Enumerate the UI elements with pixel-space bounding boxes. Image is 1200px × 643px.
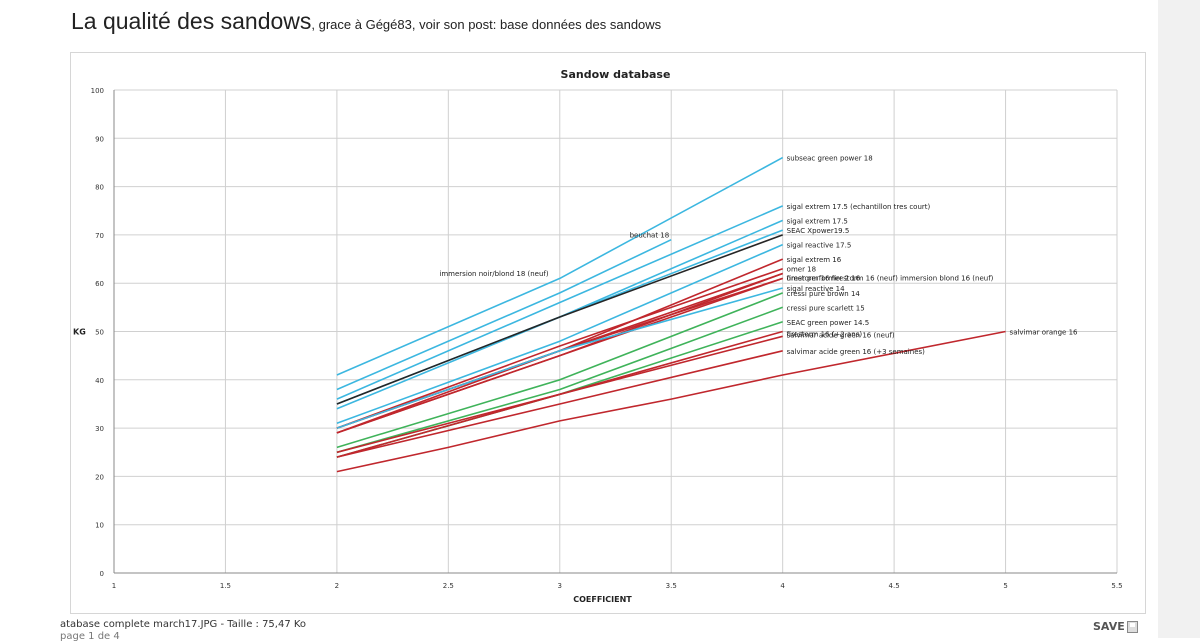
series-label: sigal reactive 14: [787, 285, 845, 293]
series-label: omer 18: [787, 266, 816, 274]
series-label: salvimar acide green 16 (+3 semaines): [787, 348, 925, 356]
y-axis-label: KG: [73, 328, 86, 337]
series-line: [336, 238, 672, 391]
y-tick-label: 0: [100, 570, 104, 578]
series-label: firestorm 16 firestorm 16 (neuf) immersi…: [787, 275, 994, 283]
y-tick-label: 30: [95, 425, 104, 433]
series-line: [336, 205, 784, 400]
series-line: [336, 234, 783, 405]
file-info: atabase complete march17.JPG - Taille : …: [60, 619, 307, 630]
series-line: [336, 292, 783, 449]
x-tick-label: 3: [558, 582, 562, 590]
y-tick-label: 90: [95, 135, 104, 143]
y-tick-label: 70: [95, 232, 104, 240]
x-tick-label: 3.5: [666, 582, 677, 590]
series-label: omer performer 2 16: [787, 274, 861, 282]
series-label: sigal extrem 16: [787, 256, 842, 264]
series-label: cressi pure brown 14: [787, 290, 861, 298]
series-label: salvimar orange 16: [1010, 329, 1078, 337]
series-label: sigal reactive 17.5: [787, 242, 852, 250]
series-line: [336, 277, 783, 434]
x-tick-label: 4: [780, 582, 785, 590]
x-tick-label: 2.5: [443, 582, 454, 590]
page-scrollbar[interactable]: [1158, 0, 1200, 638]
series-line: [336, 335, 783, 458]
x-tick-label: 1.5: [220, 582, 231, 590]
x-axis-label: COEFFICIENT: [573, 595, 632, 604]
series-line: [336, 243, 784, 425]
series-label: SEAC Xpower19.5: [787, 227, 850, 235]
x-tick-label: 5.5: [1111, 582, 1122, 590]
series-line: [336, 287, 783, 429]
series-label: SEAC green power 14.5: [787, 319, 870, 327]
y-tick-label: 80: [95, 184, 104, 192]
page-title: La qualité des sandows: [71, 8, 312, 34]
save-button[interactable]: SAVE: [1093, 620, 1138, 633]
series-label: subseac green power 18: [787, 155, 873, 163]
x-tick-label: 4.5: [889, 582, 900, 590]
sandow-chart: Sandow database 1 1.5 2 2.5 3 3.5 4 4.5 5 5.5 0 10 20…: [73, 68, 1123, 604]
series-line: [336, 156, 784, 376]
series-label: sigal extrem 17.5 (echantillon tres cour…: [787, 203, 931, 211]
series-label: salvimar acide green 16 (neuf): [787, 331, 895, 339]
series-line: [336, 306, 783, 454]
y-tick-label: 20: [95, 473, 104, 481]
x-tick-label: 5: [1003, 582, 1007, 590]
x-tick-label: 2: [335, 582, 339, 590]
attachment-info: atabase complete march17.JPG - Taille : …: [60, 619, 320, 643]
y-tick-label: 10: [95, 522, 104, 530]
series-line: [336, 267, 783, 429]
series-label: sigal extrem 17.5: [787, 217, 848, 225]
x-tick-label: 1: [112, 582, 116, 590]
y-tick-label: 100: [91, 87, 104, 95]
series-label: firestorm 16 (+2 ans): [787, 331, 863, 339]
y-tick-label: 50: [95, 329, 104, 337]
y-tick-label: 60: [95, 280, 104, 288]
series-label: immersion noir/blond 18 (neuf): [439, 270, 548, 278]
chart-image-frame: Sandow database 1 1.5 2 2.5 3 3.5 4 4.5 5 5.5 0 10 20…: [70, 52, 1146, 614]
page-heading: La qualité des sandows, grace à Gégé83, …: [71, 8, 661, 35]
series-line: [336, 350, 783, 458]
y-tick-label: 40: [95, 377, 104, 385]
floppy-disk-icon: [1126, 620, 1138, 633]
page-info: page 1 de 4: [60, 631, 120, 642]
series-line: [336, 330, 1006, 473]
page-subtitle: , grace à Gégé83, voir son post: base do…: [311, 17, 662, 32]
save-label: SAVE: [1093, 620, 1125, 633]
chart-title: Sandow database: [561, 68, 671, 81]
series-label: beuchat 18: [630, 232, 670, 240]
series-label: cressi pure scarlett 15: [787, 304, 865, 312]
